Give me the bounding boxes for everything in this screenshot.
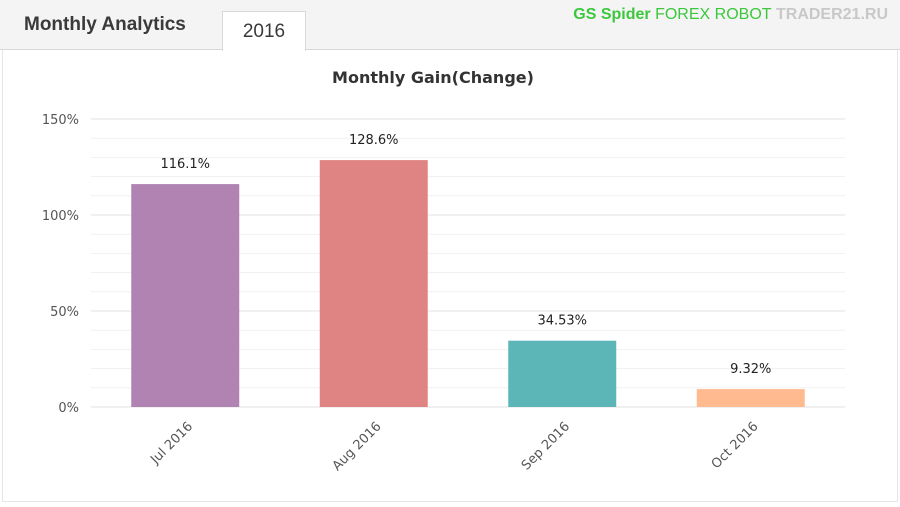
watermark-part-1: GS Spider <box>573 6 651 23</box>
bar-value-label: 128.6% <box>349 133 399 148</box>
watermark-part-3: ROBOT <box>714 6 772 23</box>
bar <box>508 340 617 407</box>
tab-year[interactable]: 2016 <box>222 11 306 51</box>
watermark-part-4: TRADER21.RU <box>775 6 888 23</box>
bar-value-label: 116.1% <box>160 157 210 172</box>
bar <box>696 389 805 407</box>
bar-value-label: 34.53% <box>537 314 587 329</box>
y-tick-label: 150% <box>42 113 79 128</box>
x-tick-label: Oct 2016 <box>709 419 762 472</box>
chart-title: Monthly Gain(Change) <box>332 68 534 87</box>
y-tick-label: 50% <box>50 305 79 320</box>
x-tick-label: Jul 2016 <box>147 419 196 468</box>
bar <box>319 160 428 407</box>
y-tick-label: 100% <box>42 209 79 224</box>
x-tick-label: Sep 2016 <box>519 419 573 473</box>
header-bar: Monthly Analytics 2016 GS Spider FOREX R… <box>0 0 900 51</box>
y-tick-label: 0% <box>58 401 79 416</box>
watermark-part-2: FOREX <box>655 6 711 23</box>
bar-value-label: 9.32% <box>730 362 771 377</box>
chart-panel: Monthly Gain(Change) 0% 50% 100% 150% 116.1%… <box>2 50 898 502</box>
bar-chart: Monthly Gain(Change) 0% 50% 100% 150% 116.1%… <box>42 68 845 474</box>
watermark: GS Spider FOREX ROBOT TRADER21.RU <box>573 6 888 26</box>
page-title: Monthly Analytics <box>24 14 186 35</box>
x-tick-label: Aug 2016 <box>330 419 385 474</box>
bar <box>131 184 240 407</box>
